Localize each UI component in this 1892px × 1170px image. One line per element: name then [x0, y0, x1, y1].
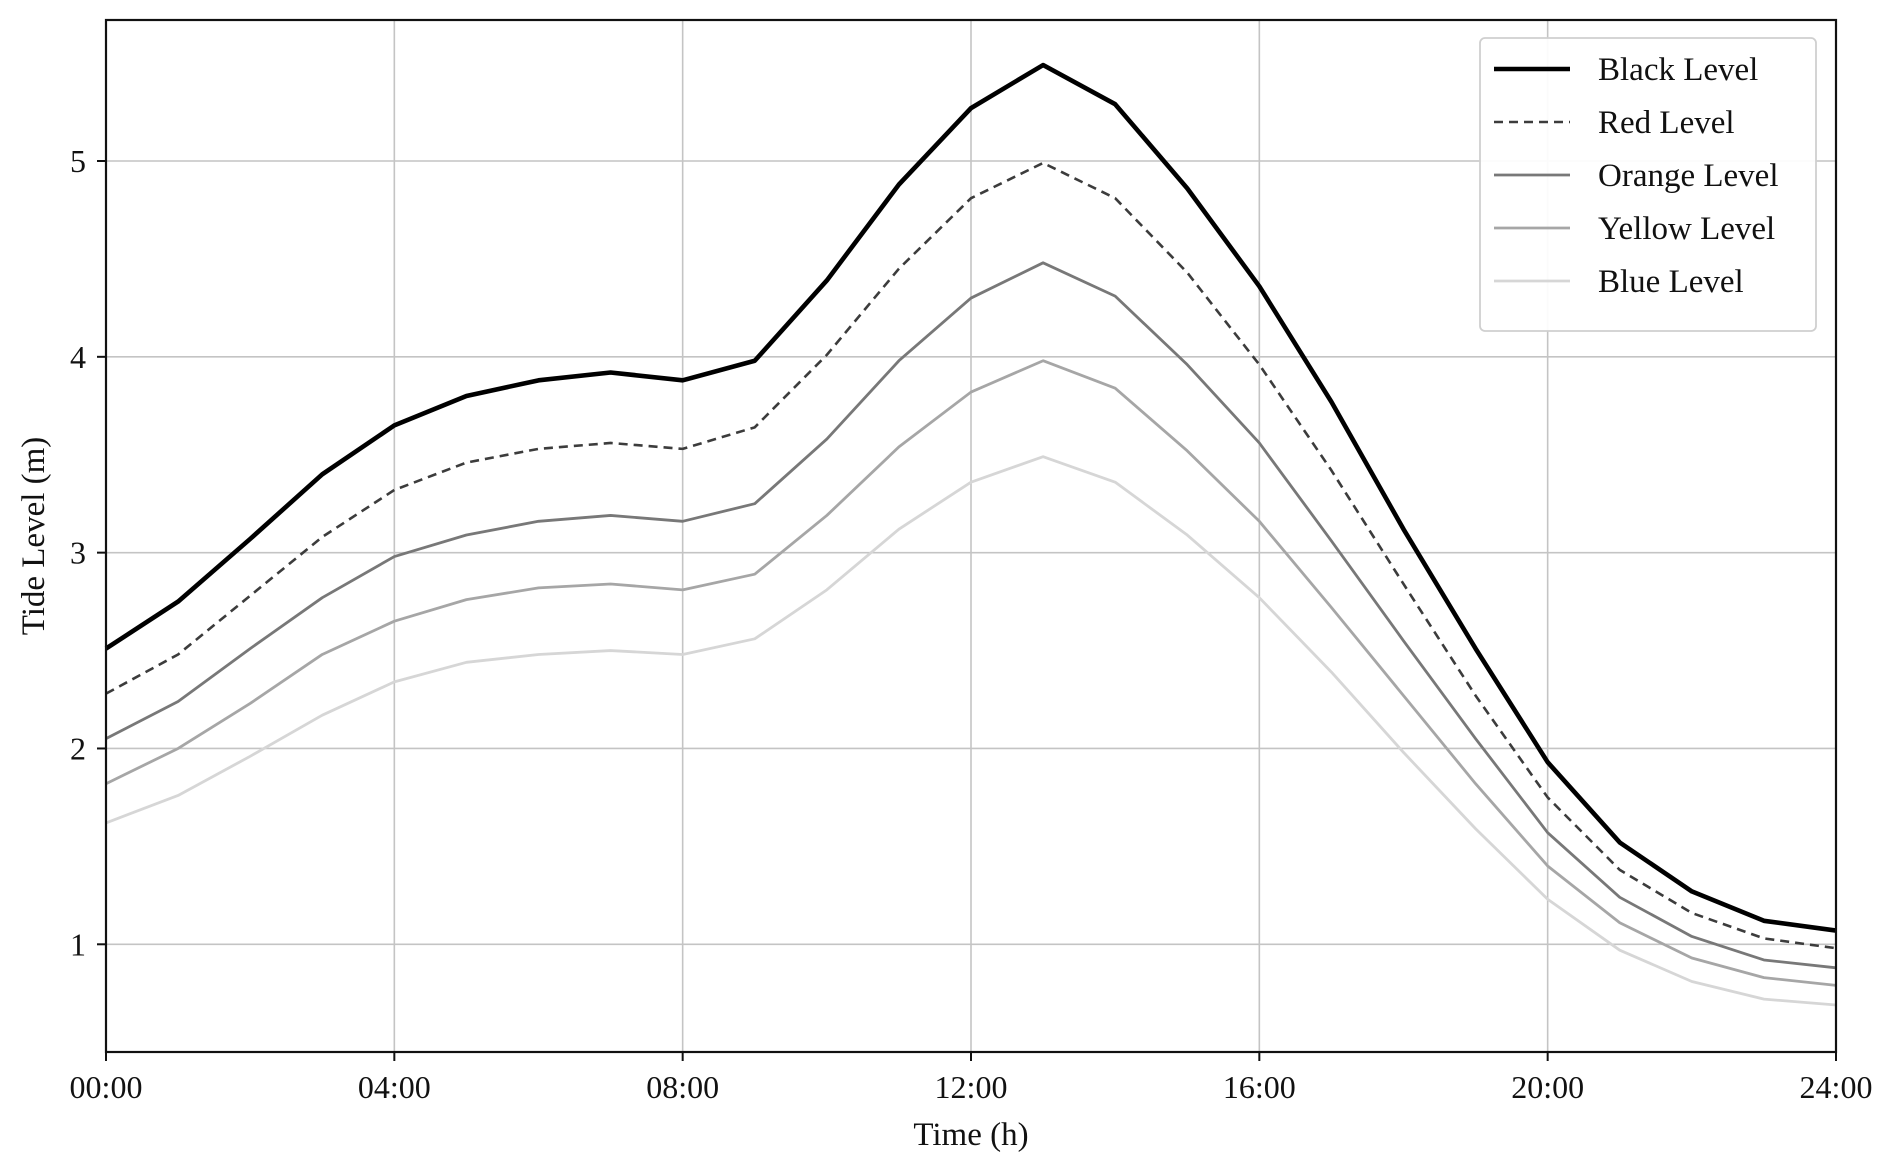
series-line-yellow-level — [105, 359, 1837, 987]
x-axis-label: Time (h) — [913, 1117, 1028, 1153]
y-tick-label: 3 — [70, 535, 86, 571]
series-line-red-level — [105, 161, 1837, 950]
legend-label: Red Level — [1598, 105, 1735, 141]
legend-label: Orange Level — [1598, 158, 1779, 194]
legend-label: Blue Level — [1598, 264, 1744, 300]
x-tick-label: 00:00 — [70, 1069, 143, 1105]
y-tick-label: 1 — [70, 926, 86, 962]
y-tick-label: 4 — [70, 339, 86, 375]
x-tick-label: 04:00 — [358, 1069, 431, 1105]
x-tick-label: 16:00 — [1223, 1069, 1296, 1105]
series-line-black-level — [104, 62, 1837, 933]
x-tick-label: 08:00 — [646, 1069, 719, 1105]
y-tick-label: 2 — [70, 730, 86, 766]
series-lines — [104, 62, 1837, 1007]
legend-label: Black Level — [1598, 52, 1758, 88]
series-line-blue-level — [105, 455, 1837, 1007]
legend: Black Level Red Level Orange Level Yellow L… — [1479, 37, 1817, 332]
axis-ticks: 00:00 04:00 08:00 12:00 16:00 20:00 24:00 1 2 3 4 5 — [70, 143, 1873, 1105]
series-line-orange-level — [105, 261, 1837, 970]
legend-box — [1479, 37, 1817, 332]
x-tick-label: 24:00 — [1800, 1069, 1873, 1105]
legend-label: Yellow Level — [1598, 211, 1775, 247]
x-tick-label: 12:00 — [935, 1069, 1008, 1105]
y-axis-label: Tide Level (m) — [16, 437, 52, 636]
x-tick-label: 20:00 — [1511, 1069, 1584, 1105]
y-tick-label: 5 — [70, 143, 86, 179]
